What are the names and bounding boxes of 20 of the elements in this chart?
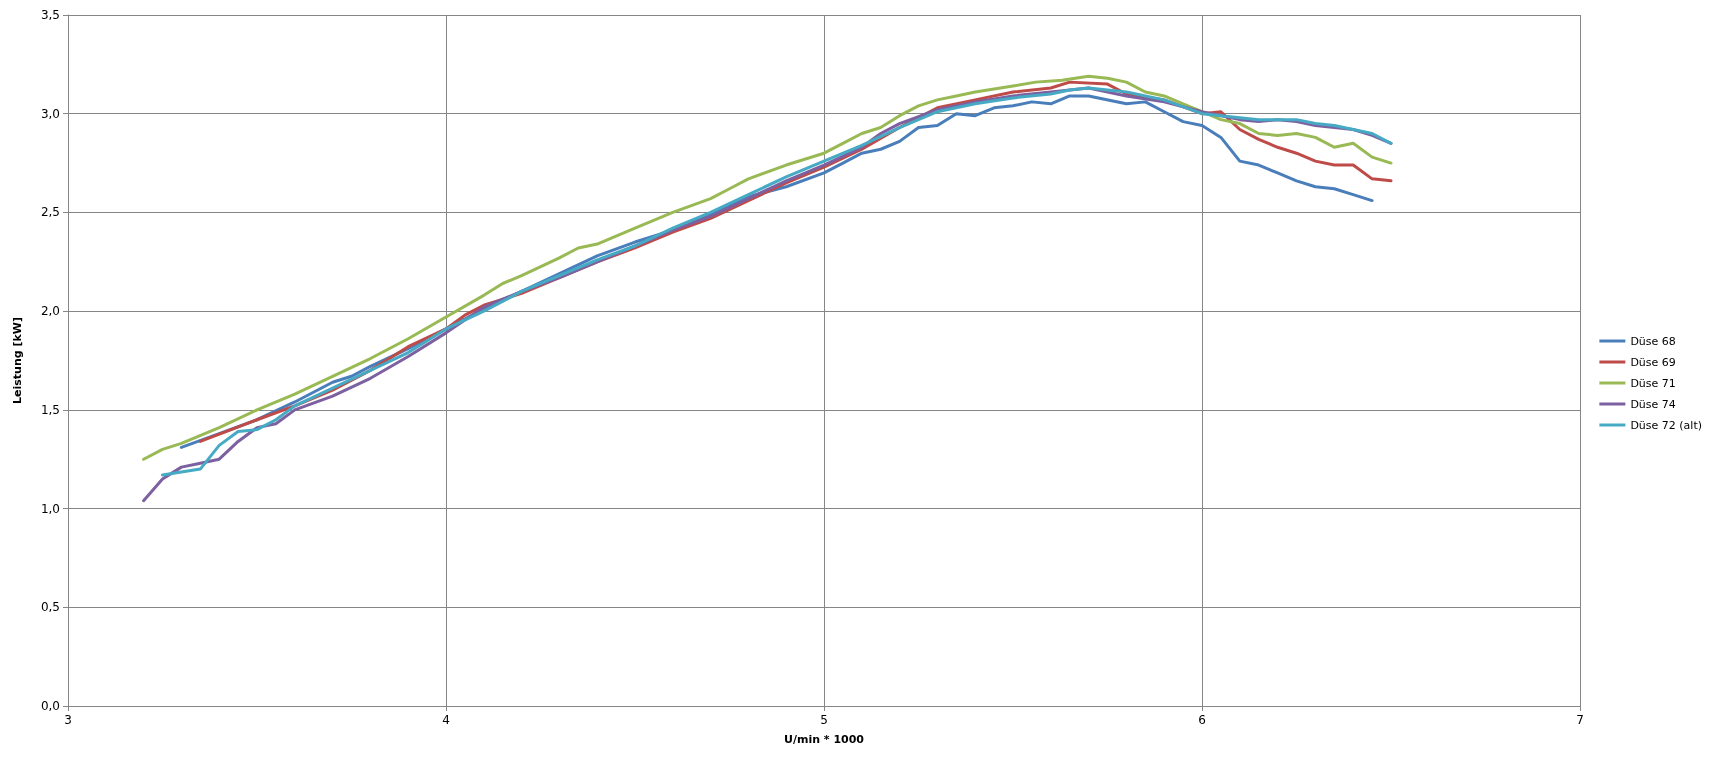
x-axis-title: U/min * 1000 xyxy=(783,733,865,746)
x-tick-label: 7 xyxy=(1576,713,1584,727)
y-axis-title: Leistung [kW] xyxy=(11,317,24,404)
legend-label: Düse 74 xyxy=(1630,397,1676,411)
y-tick-label: 0,5 xyxy=(40,600,60,615)
y-tick-label: 2,0 xyxy=(40,304,60,319)
legend-label: Düse 71 xyxy=(1630,376,1676,390)
y-tick-label: 3,5 xyxy=(40,8,60,22)
y-tick-label: 3,0 xyxy=(40,106,60,121)
y-tick-label: 2,5 xyxy=(40,205,60,220)
x-tick-label: 3 xyxy=(64,713,72,727)
y-tick-label: 0,0 xyxy=(40,699,60,713)
legend-label: Düse 69 xyxy=(1630,355,1676,369)
x-tick-label: 6 xyxy=(1198,713,1206,727)
legend-label: Düse 68 xyxy=(1630,334,1676,348)
y-tick-label: 1,5 xyxy=(40,402,60,417)
y-tick-label: 1,0 xyxy=(40,501,60,516)
legend-label: Düse 72 (alt) xyxy=(1630,418,1702,432)
x-tick-label: 4 xyxy=(442,713,450,727)
x-tick-label: 5 xyxy=(820,713,828,727)
